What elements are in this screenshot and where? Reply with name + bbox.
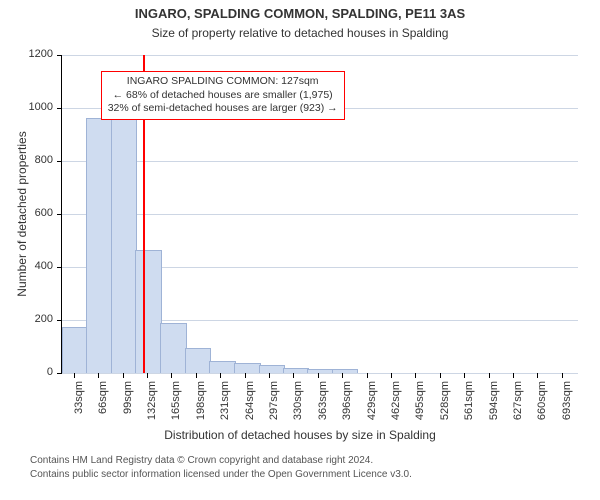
ytick-mark xyxy=(57,214,62,215)
xtick-mark xyxy=(440,373,441,378)
ytick-mark xyxy=(57,55,62,56)
xtick-mark xyxy=(318,373,319,378)
histogram-bar xyxy=(259,365,285,373)
xtick-label: 495sqm xyxy=(414,381,426,431)
annotation-line2: ← 68% of detached houses are smaller (1,… xyxy=(108,89,338,103)
xtick-mark xyxy=(98,373,99,378)
histogram-bar xyxy=(135,250,162,373)
annotation-line3: 32% of semi-detached houses are larger (… xyxy=(108,102,338,116)
xtick-mark xyxy=(342,373,343,378)
xtick-mark xyxy=(489,373,490,378)
histogram-bar xyxy=(185,348,211,373)
xtick-label: 462sqm xyxy=(390,381,402,431)
histogram-chart: INGARO, SPALDING COMMON, SPALDING, PE11 … xyxy=(0,0,600,500)
xtick-label: 99sqm xyxy=(122,381,134,431)
plot-area: INGARO SPALDING COMMON: 127sqm← 68% of d… xyxy=(61,55,578,374)
xtick-mark xyxy=(513,373,514,378)
annotation-line1: INGARO SPALDING COMMON: 127sqm xyxy=(108,75,338,89)
xtick-label: 165sqm xyxy=(170,381,182,431)
chart-title: INGARO, SPALDING COMMON, SPALDING, PE11 … xyxy=(0,6,600,21)
xtick-mark xyxy=(562,373,563,378)
attribution-line2: Contains public sector information licen… xyxy=(30,469,600,480)
ytick-label: 800 xyxy=(13,154,53,166)
histogram-bar xyxy=(332,369,358,373)
xtick-label: 594sqm xyxy=(488,381,500,431)
xtick-mark xyxy=(196,373,197,378)
ytick-label: 0 xyxy=(13,366,53,378)
xtick-label: 693sqm xyxy=(561,381,573,431)
histogram-bar xyxy=(209,361,235,373)
xtick-mark xyxy=(293,373,294,378)
ytick-label: 600 xyxy=(13,207,53,219)
xtick-label: 297sqm xyxy=(268,381,280,431)
xtick-mark xyxy=(269,373,270,378)
xtick-mark xyxy=(537,373,538,378)
xtick-mark xyxy=(464,373,465,378)
ytick-label: 1200 xyxy=(13,48,53,60)
xtick-label: 396sqm xyxy=(341,381,353,431)
ytick-mark xyxy=(57,320,62,321)
xtick-mark xyxy=(74,373,75,378)
ytick-mark xyxy=(57,267,62,268)
histogram-bar xyxy=(234,363,261,373)
ytick-label: 400 xyxy=(13,260,53,272)
xtick-label: 429sqm xyxy=(366,381,378,431)
xtick-label: 132sqm xyxy=(146,381,158,431)
ytick-mark xyxy=(57,373,62,374)
gridline xyxy=(62,214,578,215)
xtick-label: 660sqm xyxy=(536,381,548,431)
xtick-label: 264sqm xyxy=(244,381,256,431)
xtick-mark xyxy=(147,373,148,378)
histogram-bar xyxy=(111,115,137,373)
xtick-label: 231sqm xyxy=(219,381,231,431)
histogram-bar xyxy=(160,323,186,373)
ytick-mark xyxy=(57,108,62,109)
ytick-label: 1000 xyxy=(13,101,53,113)
histogram-bar xyxy=(283,368,309,373)
xtick-label: 33sqm xyxy=(73,381,85,431)
xtick-label: 66sqm xyxy=(97,381,109,431)
gridline xyxy=(62,373,578,374)
xtick-label: 561sqm xyxy=(463,381,475,431)
xtick-label: 330sqm xyxy=(292,381,304,431)
xtick-label: 627sqm xyxy=(512,381,524,431)
xtick-mark xyxy=(415,373,416,378)
xtick-mark xyxy=(367,373,368,378)
histogram-bar xyxy=(62,327,88,373)
xtick-mark xyxy=(220,373,221,378)
ytick-mark xyxy=(57,161,62,162)
gridline xyxy=(62,55,578,56)
xtick-label: 198sqm xyxy=(195,381,207,431)
xtick-mark xyxy=(391,373,392,378)
xtick-mark xyxy=(123,373,124,378)
annotation-box: INGARO SPALDING COMMON: 127sqm← 68% of d… xyxy=(101,71,345,120)
histogram-bar xyxy=(307,369,333,373)
xtick-mark xyxy=(171,373,172,378)
ytick-label: 200 xyxy=(13,313,53,325)
histogram-bar xyxy=(86,118,112,373)
attribution-line1: Contains HM Land Registry data © Crown c… xyxy=(30,455,600,466)
xtick-label: 363sqm xyxy=(317,381,329,431)
gridline xyxy=(62,161,578,162)
xtick-label: 528sqm xyxy=(439,381,451,431)
chart-subtitle: Size of property relative to detached ho… xyxy=(0,26,600,40)
xtick-mark xyxy=(245,373,246,378)
